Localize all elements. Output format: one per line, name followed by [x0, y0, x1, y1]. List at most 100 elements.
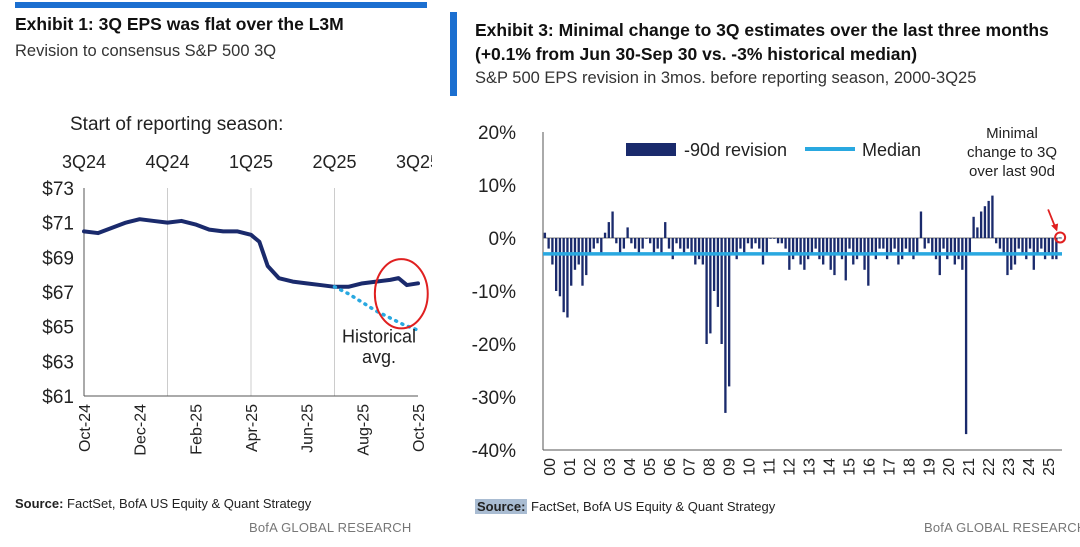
annotation-arrowhead [1051, 223, 1059, 232]
revision-bar [746, 238, 750, 244]
revision-bar [983, 206, 987, 238]
revision-bar [773, 238, 776, 239]
revision-bar [987, 200, 990, 238]
revision-bar [893, 238, 896, 249]
revision-bar [946, 238, 949, 260]
revision-bar [972, 216, 975, 238]
revision-bar [934, 238, 938, 260]
exhibit-3-accent-bar [450, 12, 457, 96]
year-tick-label: 20 [941, 458, 958, 476]
y-tick-label: $63 [42, 352, 74, 373]
revision-bar [705, 238, 708, 344]
revision-bar [814, 238, 817, 249]
x-tick-label: Oct-24 [77, 404, 94, 452]
x-tick-label: Apr-25 [244, 404, 261, 452]
revision-bar [712, 238, 716, 291]
historical-avg-line [332, 285, 420, 332]
revision-bar [844, 238, 847, 281]
revision-bar [769, 238, 772, 239]
revision-bar [724, 238, 727, 413]
year-tick-label: 07 [682, 458, 699, 476]
revision-bar [912, 238, 915, 260]
revision-bar [931, 238, 934, 254]
year-tick-label: 05 [642, 458, 659, 476]
x-tick-label: Jun-25 [300, 404, 317, 453]
revision-bar [897, 238, 900, 265]
revision-bar [709, 238, 712, 334]
revision-bar [923, 238, 926, 249]
revision-bar [991, 195, 994, 238]
year-tick-label: 09 [722, 458, 739, 476]
revision-bar [682, 238, 686, 254]
revision-bar [649, 238, 652, 244]
y-tick-label: $71 [42, 214, 74, 235]
y-tick-label: $73 [42, 179, 74, 200]
y-tick-label: -20% [472, 335, 516, 356]
revision-bar [825, 238, 829, 254]
revision-bar [577, 238, 580, 265]
y-tick-label: -10% [472, 282, 516, 303]
revision-bar [867, 238, 870, 286]
revision-bar [727, 238, 731, 387]
revision-bar [626, 227, 629, 238]
annotation-label: Historical [342, 326, 416, 346]
revision-bar [837, 238, 840, 254]
revision-bar [551, 238, 554, 265]
revision-bar [799, 238, 802, 265]
revision-bar [1006, 238, 1009, 276]
top-axis-tick-label: 3Q25 [396, 152, 432, 172]
year-tick-label: 24 [1021, 458, 1038, 476]
revision-bar [784, 238, 787, 249]
y-tick-label: $61 [42, 387, 74, 408]
revision-bar [611, 211, 614, 238]
revision-bar [976, 227, 979, 238]
revision-bar [758, 238, 761, 249]
revision-bar [1013, 238, 1017, 265]
revision-bar [938, 238, 941, 276]
x-tick-label: Aug-25 [355, 404, 372, 456]
revision-bar [995, 238, 998, 244]
top-axis-tick-label: 2Q25 [312, 152, 356, 172]
revision-bar [806, 238, 810, 260]
revision-bar [885, 238, 889, 260]
revision-bar [942, 238, 945, 249]
year-tick-label: 12 [782, 458, 799, 476]
year-tick-label: 11 [762, 458, 779, 475]
revision-bar [600, 238, 603, 254]
year-tick-label: 14 [821, 458, 838, 476]
revision-bar [916, 238, 919, 254]
year-tick-label: 17 [881, 458, 898, 476]
revision-bar [558, 238, 562, 297]
exhibit-1-subtitle: Revision to consensus S&P 500 3Q [15, 42, 277, 60]
revision-bar [585, 238, 588, 276]
revision-bar [630, 238, 633, 244]
revision-bar [833, 238, 836, 276]
minimal-change-annotation: change to 3Q [967, 144, 1057, 161]
revision-bar [765, 238, 768, 254]
revision-bar [664, 222, 667, 238]
exhibit-3-source-text: FactSet, BofA US Equity & Quant Strategy [527, 499, 776, 514]
year-tick-label: 02 [582, 458, 599, 476]
year-tick-label: 04 [622, 458, 639, 476]
exhibit-1-panel: Exhibit 1: 3Q EPS was flat over the L3M … [0, 0, 432, 547]
exhibit-1-title: Exhibit 1: 3Q EPS was flat over the L3M [15, 14, 344, 34]
exhibit-3-chart: -40% -30% -20% -10% 0% 10% 20% 00 01 02 03 04 05 06 07… [472, 123, 1067, 476]
revision-bar [1058, 237, 1062, 239]
revision-bar [795, 238, 799, 254]
revision-bar [675, 238, 678, 244]
revision-bar [1040, 238, 1043, 249]
exhibit-3-title-line2: (+0.1% from Jun 30-Sep 30 vs. -3% histor… [475, 44, 918, 64]
revision-bar [543, 232, 547, 238]
y-tick-label: $65 [42, 318, 74, 339]
revision-bar [731, 238, 735, 254]
revision-bar [927, 238, 930, 244]
year-tick-label: 08 [702, 458, 719, 476]
year-tick-label: 00 [542, 458, 559, 476]
y-tick-label: 20% [478, 123, 516, 144]
revision-bar [679, 238, 682, 249]
revision-bar [667, 238, 671, 249]
exhibit-1-accent-bar [15, 2, 427, 8]
revision-bar [633, 238, 637, 249]
year-tick-label: 18 [901, 458, 918, 476]
year-tick-label: 21 [961, 458, 978, 476]
